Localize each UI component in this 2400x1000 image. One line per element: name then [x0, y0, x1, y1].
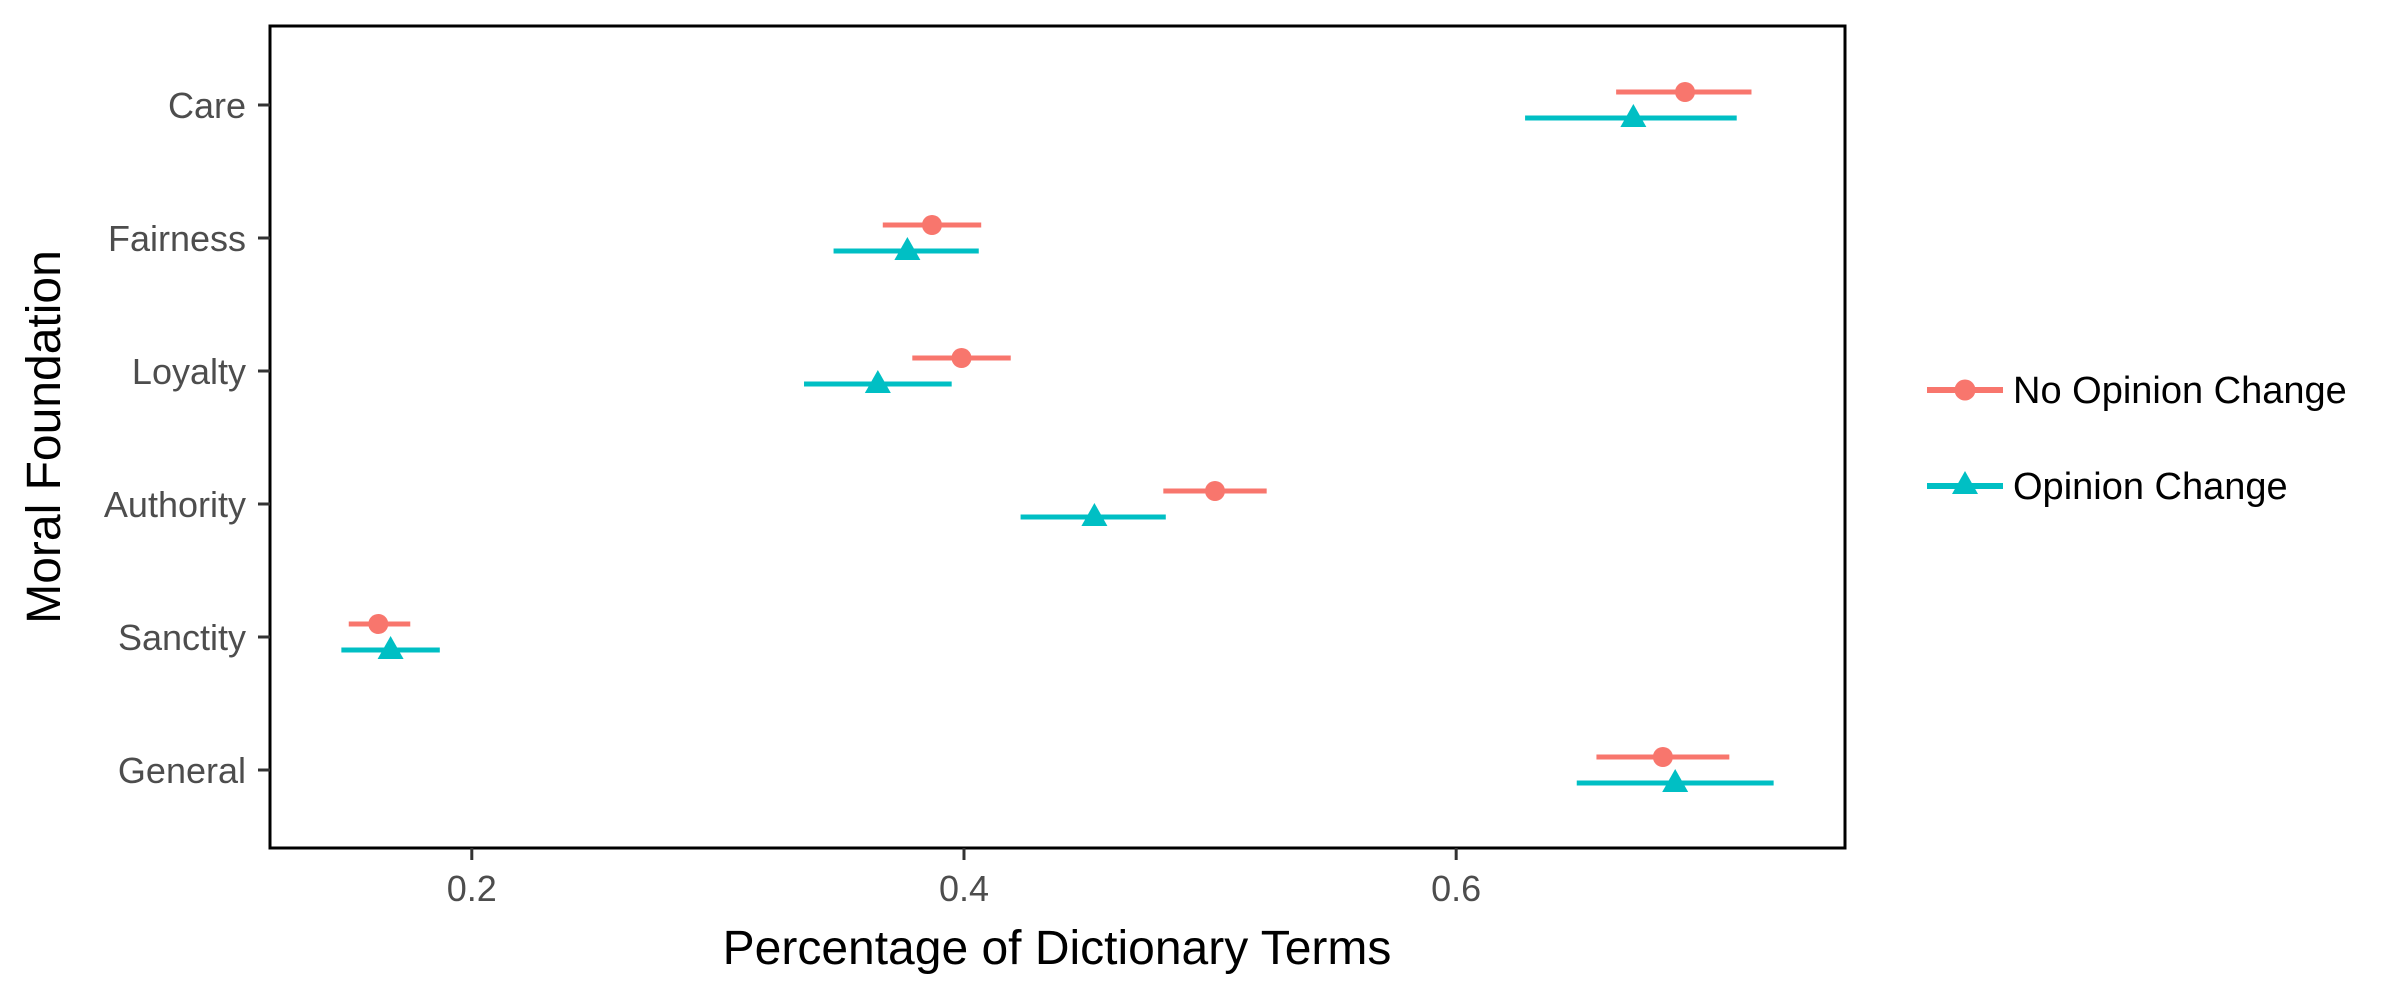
y-axis-title: Moral Foundation [18, 250, 71, 624]
y-tick-label-sanctity: Sanctity [118, 617, 246, 658]
point-opinion-change-loyalty [864, 370, 891, 393]
point-no-opinion-change-care [1675, 82, 1696, 102]
x-tick-label-0.6: 0.6 [1431, 868, 1481, 909]
point-no-opinion-change-loyalty [951, 348, 972, 368]
y-tick-label-general: General [118, 750, 246, 791]
point-opinion-change-care [1620, 104, 1647, 127]
x-axis-title: Percentage of Dictionary Terms [723, 922, 1392, 975]
legend-item-no-opinion-change[interactable]: No Opinion Change [1927, 370, 2347, 412]
y-tick-label-care: Care [168, 85, 246, 126]
plot-panel [268, 24, 1847, 850]
point-opinion-change-authority [1081, 503, 1108, 526]
legend: No Opinion Change Opinion Change [1927, 370, 2347, 508]
x-axis: 0.2 0.4 0.6 [447, 848, 1481, 909]
x-tick-label-0.4: 0.4 [939, 868, 989, 909]
y-tick-label-loyalty: Loyalty [132, 351, 246, 392]
y-axis: Care Fairness Loyalty Authority Sanctity Gene… [104, 85, 270, 791]
legend-key-marker-opinion-change [1952, 471, 1978, 494]
legend-item-opinion-change[interactable]: Opinion Change [1927, 466, 2288, 508]
legend-label-opinion-change: Opinion Change [2013, 466, 2288, 508]
legend-label-no-opinion-change: No Opinion Change [2013, 370, 2347, 412]
point-no-opinion-change-fairness [921, 215, 942, 235]
point-opinion-change-general [1662, 769, 1689, 792]
x-tick-label-0.2: 0.2 [447, 868, 497, 909]
legend-key-marker-no-opinion-change [1954, 379, 1976, 401]
y-tick-label-fairness: Fairness [108, 218, 246, 259]
point-opinion-change-fairness [894, 237, 921, 260]
point-no-opinion-change-sanctity [368, 614, 389, 634]
point-opinion-change-sanctity [377, 636, 404, 659]
point-no-opinion-change-general [1652, 747, 1673, 767]
plot-marks [341, 82, 1774, 792]
point-no-opinion-change-authority [1205, 481, 1225, 501]
y-tick-label-authority: Authority [104, 484, 246, 525]
